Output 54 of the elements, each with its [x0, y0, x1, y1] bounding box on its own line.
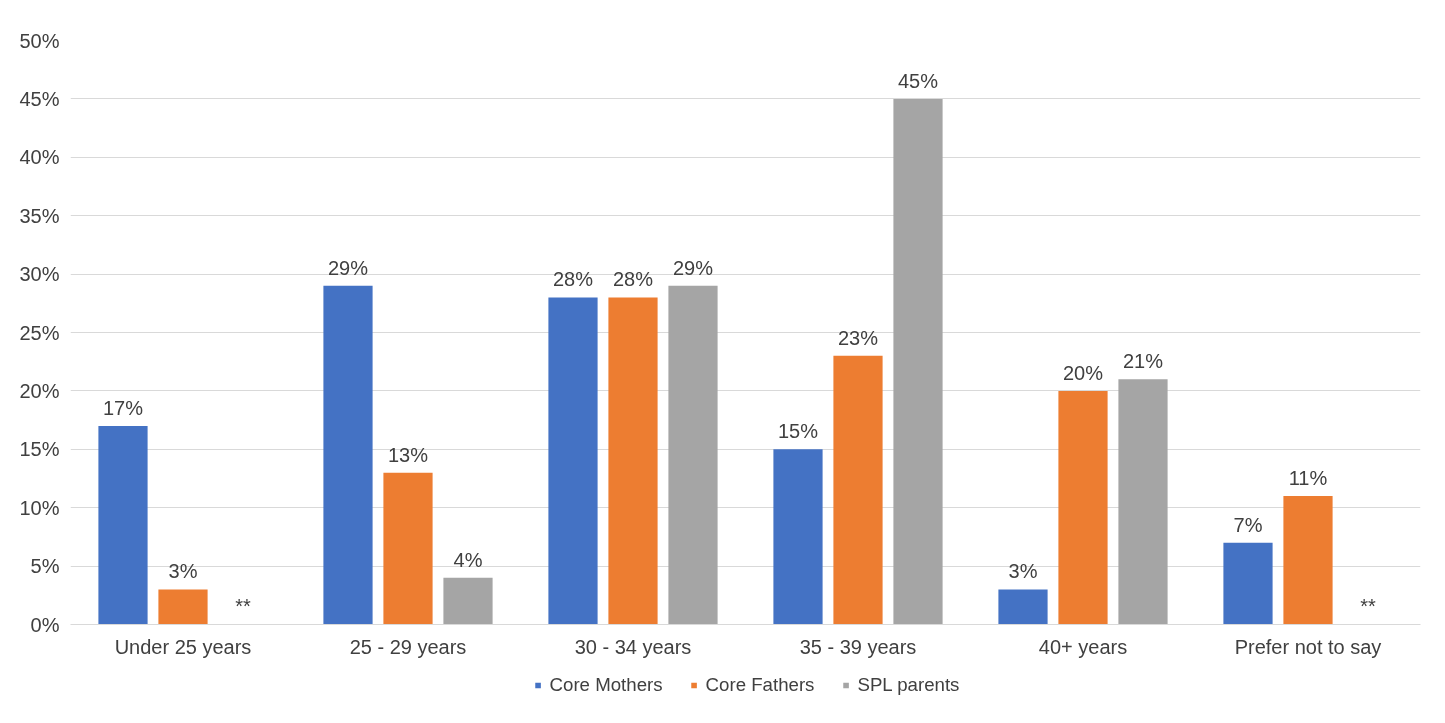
y-tick-label: 5% [30, 555, 60, 578]
legend-label: Core Fathers [705, 674, 815, 696]
bar [548, 297, 598, 625]
bar [98, 425, 148, 625]
y-tick-label: 50% [19, 29, 60, 52]
x-tick-label: Under 25 years [114, 635, 252, 658]
bar [323, 285, 373, 625]
y-tick-label: 10% [19, 496, 60, 519]
text: ** [235, 595, 251, 618]
bar [1223, 542, 1273, 625]
y-tick-label: 0% [30, 613, 60, 636]
bar [668, 285, 718, 625]
y-tick-label: 15% [19, 438, 60, 461]
data-label: 29% [672, 256, 714, 279]
bar [833, 355, 883, 625]
x-tick-label: 25 - 29 years [349, 635, 467, 658]
data-label: 13% [387, 443, 429, 466]
bar [893, 98, 943, 625]
data-label: 28% [552, 268, 594, 291]
data-label: 3% [168, 560, 198, 583]
data-label: 11% [1288, 467, 1328, 490]
bar [1283, 496, 1333, 625]
y-tick-label: 25% [19, 321, 60, 344]
data-label: 20% [1062, 361, 1104, 384]
y-tick-label: 35% [19, 204, 60, 227]
bar [773, 449, 823, 625]
bar [998, 589, 1048, 625]
data-label: 17% [102, 396, 144, 419]
x-tick-label: Prefer not to say [1234, 635, 1382, 658]
data-label: 23% [837, 326, 879, 349]
data-label: 28% [612, 268, 654, 291]
bar [443, 577, 493, 625]
y-tick-label: 20% [19, 379, 60, 402]
data-label: 21% [1122, 350, 1164, 373]
x-tick-label: 30 - 34 years [574, 635, 692, 658]
bar [1118, 379, 1168, 625]
y-tick-label: 40% [19, 146, 60, 169]
bar [1058, 390, 1108, 625]
y-tick-label: 30% [19, 263, 60, 286]
data-label: 3% [1008, 560, 1038, 583]
text: ** [1360, 595, 1376, 618]
x-tick-label: 35 - 39 years [799, 635, 917, 658]
y-tick-label: 45% [19, 87, 60, 110]
data-label: 29% [327, 256, 369, 279]
bar [383, 472, 433, 625]
legend-label: SPL parents [857, 674, 960, 696]
legend-label: Core Mothers [549, 674, 663, 696]
bar [608, 297, 658, 625]
data-label: 45% [897, 69, 939, 92]
bar [158, 589, 208, 625]
data-label: 15% [777, 420, 819, 443]
data-label: 4% [453, 548, 483, 571]
x-tick-label: 40+ years [1038, 635, 1128, 658]
data-label: 7% [1233, 513, 1263, 536]
